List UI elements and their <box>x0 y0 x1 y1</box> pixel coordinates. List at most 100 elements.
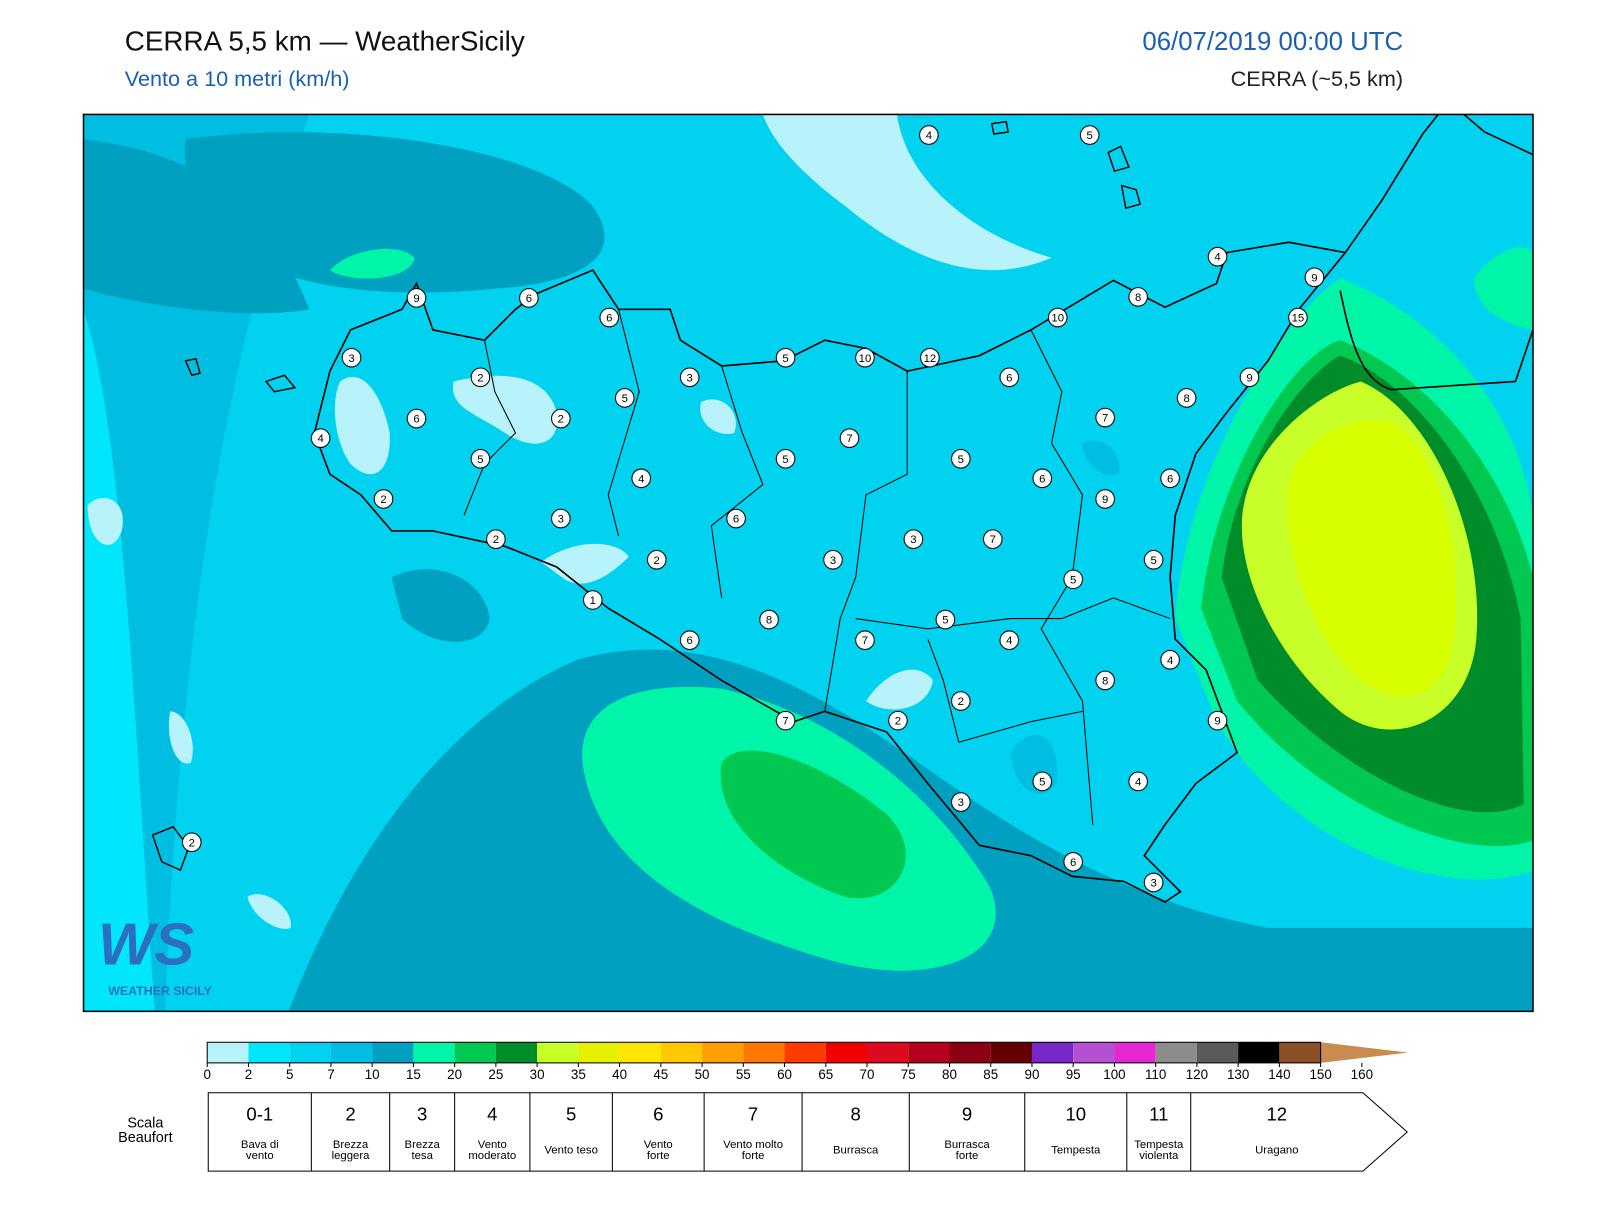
beaufort-description: Tempesta <box>1134 1139 1184 1151</box>
wind-area <box>83 139 310 314</box>
station-marker <box>1095 407 1115 428</box>
wind-area <box>334 376 390 475</box>
wind-area <box>1287 420 1457 697</box>
colorbar-tick-label: 150 <box>1309 1067 1331 1082</box>
wind-area <box>452 375 558 444</box>
station-value: 2 <box>380 494 386 506</box>
beaufort-description: tesa <box>411 1150 433 1162</box>
colorbar-bin <box>1196 1042 1239 1063</box>
station-marker <box>951 448 971 469</box>
colorbar-tick-label: 85 <box>983 1067 998 1082</box>
island <box>151 120 1142 872</box>
beaufort-force: 4 <box>487 1103 497 1124</box>
station-value: 6 <box>1070 857 1076 869</box>
station-marker <box>1160 649 1180 670</box>
colorbar-tick-label: 20 <box>447 1067 462 1082</box>
colorbar-bin <box>207 1042 249 1063</box>
colorbar-tick-label: 7 <box>327 1067 334 1082</box>
station-marker <box>341 347 362 368</box>
beaufort-description: forte <box>647 1150 670 1162</box>
station-marker <box>1143 872 1164 893</box>
colorbar-bin <box>1031 1042 1074 1063</box>
colorbar-bin <box>949 1042 991 1063</box>
beaufort-description: forte <box>742 1150 765 1162</box>
colorbar-bin <box>413 1042 455 1063</box>
station-marker <box>935 609 956 630</box>
wind-area <box>83 309 155 1012</box>
model: CERRA (~5,5 km) <box>1231 66 1403 91</box>
station-marker <box>999 630 1020 650</box>
colorbar-bin <box>537 1042 579 1063</box>
station-marker <box>1207 246 1228 267</box>
station-marker <box>1176 388 1197 408</box>
station-marker <box>839 428 860 448</box>
colorbar-tick-label: 65 <box>818 1067 833 1082</box>
beaufort-force: 8 <box>851 1103 861 1124</box>
station-marker <box>551 408 571 429</box>
beaufort-frame <box>207 1092 1408 1172</box>
colorbar-tick-label: 95 <box>1066 1067 1081 1082</box>
beaufort-force: 5 <box>566 1103 576 1124</box>
colorbar-bin <box>990 1042 1032 1063</box>
colorbar-frame <box>206 1041 1322 1064</box>
wind-area <box>83 114 310 1012</box>
colorbar-tick-label: 2 <box>245 1067 252 1082</box>
station-value: 5 <box>782 454 788 466</box>
colorbar-bin <box>330 1042 373 1063</box>
colorbar-bin <box>908 1042 950 1063</box>
station-marker <box>1095 489 1115 509</box>
station-value: 7 <box>782 716 788 728</box>
colorbar-bin <box>372 1042 414 1063</box>
station-value: 9 <box>1214 716 1220 728</box>
station-value: 5 <box>1150 555 1156 567</box>
station-marker <box>982 529 1003 549</box>
station-value: 4 <box>1135 776 1141 788</box>
colorbar-bin <box>289 1042 331 1063</box>
station-marker <box>1160 468 1180 489</box>
wind-area <box>865 669 933 710</box>
beaufort-description: Tempesta <box>1051 1145 1101 1157</box>
station-value: 3 <box>830 555 836 567</box>
beaufort-force: 7 <box>748 1103 758 1124</box>
wind-area <box>541 543 629 584</box>
beaufort-force: 0-1 <box>246 1103 273 1124</box>
subtitle: Vento a 10 metri (km/h) <box>125 66 350 91</box>
wind-area <box>1474 247 1533 330</box>
station-value: 9 <box>1311 272 1317 284</box>
station-value: 3 <box>1150 878 1156 890</box>
station-value: 3 <box>910 534 916 546</box>
colorbar-bin <box>743 1042 785 1063</box>
station-value: 6 <box>606 313 612 325</box>
station-value: 2 <box>654 555 660 567</box>
station-value: 6 <box>413 414 419 426</box>
station-value: 9 <box>1246 372 1252 384</box>
station-value: 6 <box>687 635 693 647</box>
colorbar-tick-label: 140 <box>1268 1067 1290 1082</box>
wind-area <box>247 894 291 929</box>
station-marker <box>406 288 427 308</box>
colorbar-tick-label: 40 <box>612 1067 627 1082</box>
beaufort-description: leggera <box>332 1150 370 1162</box>
station-marker <box>1032 468 1053 489</box>
station-marker <box>1095 670 1115 691</box>
station-marker <box>903 529 924 549</box>
station-marker <box>373 489 394 509</box>
colorbar-tick-label: 5 <box>286 1067 293 1082</box>
colorbar-tick-label: 10 <box>365 1067 380 1082</box>
station-marker <box>1288 307 1308 328</box>
station-value: 7 <box>990 534 996 546</box>
station-value: 3 <box>348 353 354 365</box>
station-marker <box>582 590 603 610</box>
colorbar-bin <box>1238 1042 1280 1063</box>
station-marker <box>920 347 940 368</box>
wind-area <box>168 711 193 764</box>
station-value: 4 <box>1006 635 1012 647</box>
wind-area <box>720 750 906 899</box>
colorbar-arrow <box>1320 1042 1409 1063</box>
colorbar-bin <box>1155 1042 1197 1063</box>
beaufort-label: Scala <box>127 1116 164 1132</box>
station-value: 8 <box>1102 675 1108 687</box>
colorbar-bin <box>248 1042 290 1063</box>
station-marker <box>1079 125 1100 145</box>
